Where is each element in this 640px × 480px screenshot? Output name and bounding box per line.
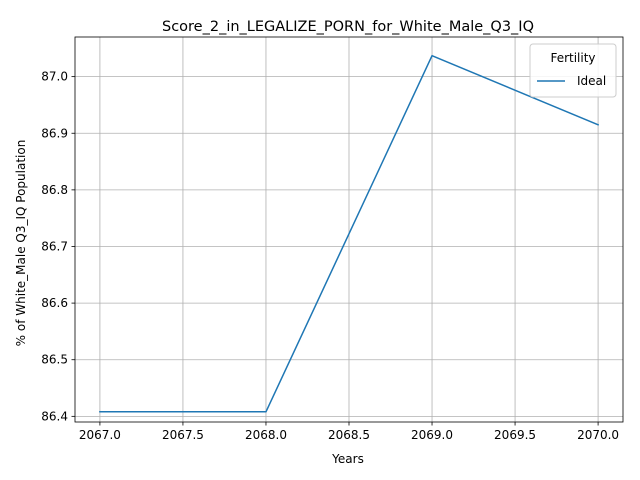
x-tick-label: 2070.0 xyxy=(577,428,619,442)
y-tick-label: 87.0 xyxy=(41,70,68,84)
legend-box xyxy=(529,43,617,98)
y-axis-title: % of White_Male Q3_IQ Population xyxy=(14,140,28,347)
x-tick-label: 2067.5 xyxy=(162,428,204,442)
x-tick-label: 2069.0 xyxy=(411,428,453,442)
y-tick-label: 86.4 xyxy=(41,409,68,423)
legend-title: Fertility xyxy=(550,51,595,65)
x-tick-label: 2069.5 xyxy=(494,428,536,442)
y-tick-label: 86.9 xyxy=(41,126,68,140)
series-line-ideal xyxy=(99,54,600,413)
y-tick-label: 86.6 xyxy=(41,296,68,310)
ticks: 2067.0 2067.5 2068.0 2068.5 2069.0 2069.5 2070… xyxy=(41,70,619,442)
x-axis-title: Years xyxy=(331,452,364,466)
y-tick-label: 86.8 xyxy=(41,183,68,197)
x-tick-label: 2068.5 xyxy=(328,428,370,442)
x-tick-label: 2068.0 xyxy=(245,428,287,442)
x-tick-label: 2067.0 xyxy=(79,428,121,442)
y-tick-label: 86.5 xyxy=(41,353,68,367)
legend: Fertility Ideal xyxy=(529,43,617,98)
legend-label-ideal: Ideal xyxy=(577,74,606,88)
y-tick-label: 86.7 xyxy=(41,239,68,253)
series-layer xyxy=(99,54,600,413)
grid xyxy=(75,37,623,422)
chart-title: Score_2_in_LEGALIZE_PORN_for_White_Male_… xyxy=(162,19,534,35)
